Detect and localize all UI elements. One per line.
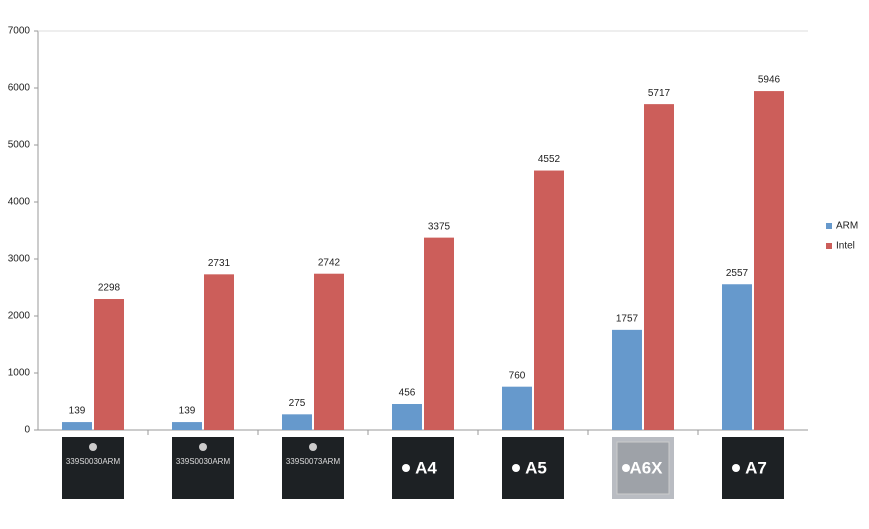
chip-logo — [309, 443, 317, 451]
value-label: 2557 — [726, 268, 749, 279]
y-tick-label: 5000 — [8, 140, 31, 151]
chip-logo — [402, 464, 410, 472]
bar — [644, 104, 674, 431]
value-label: 2731 — [208, 258, 231, 269]
bar — [534, 170, 564, 430]
chip-label-small: 339S0030ARM — [176, 457, 231, 466]
bar — [424, 237, 454, 430]
value-label: 3375 — [428, 221, 451, 232]
chip-image: A4 — [392, 437, 454, 499]
value-label: 456 — [399, 388, 416, 399]
chip-logo — [622, 464, 630, 472]
chip-logo — [512, 464, 520, 472]
chip-logo — [732, 464, 740, 472]
legend-swatch — [826, 243, 832, 249]
chip-image: A6X — [612, 437, 674, 499]
y-tick-label: 7000 — [8, 26, 31, 37]
value-label: 760 — [509, 370, 526, 381]
value-label: 1757 — [616, 313, 639, 324]
bar — [754, 91, 784, 430]
bar — [94, 299, 124, 430]
bar — [314, 273, 344, 430]
chip-logo — [199, 443, 207, 451]
bar — [172, 422, 202, 430]
chip-logo — [89, 443, 97, 451]
chip-image: 339S0073ARM — [282, 437, 344, 499]
bar — [392, 404, 422, 430]
legend-label: ARM — [836, 221, 858, 232]
bar — [502, 386, 532, 430]
y-tick-label: 4000 — [8, 197, 31, 208]
y-tick-label: 1000 — [8, 368, 31, 379]
y-tick-label: 3000 — [8, 254, 31, 265]
chip-label-small: 339S0030ARM — [66, 457, 121, 466]
bar — [282, 414, 312, 430]
bar — [612, 329, 642, 430]
value-label: 5946 — [758, 75, 781, 86]
bar — [722, 284, 752, 430]
chip-label: A6X — [629, 458, 663, 477]
value-label: 5717 — [648, 88, 671, 99]
chip-image: 339S0030ARM — [172, 437, 234, 499]
legend-swatch — [826, 223, 832, 229]
chip-label: A7 — [745, 458, 767, 477]
chip-image: A7 — [722, 437, 784, 499]
value-label: 2742 — [318, 257, 341, 268]
value-label: 2298 — [98, 283, 121, 294]
value-label: 139 — [179, 406, 196, 417]
y-tick-label: 2000 — [8, 311, 31, 322]
bar — [62, 422, 92, 430]
value-label: 139 — [69, 406, 86, 417]
chip-image: A5 — [502, 437, 564, 499]
bar — [204, 274, 234, 430]
chip-label: A5 — [525, 458, 547, 477]
y-tick-label: 6000 — [8, 83, 31, 94]
value-label: 4552 — [538, 154, 561, 165]
value-label: 275 — [289, 398, 306, 409]
legend-label: Intel — [836, 241, 855, 252]
chip-image: 339S0030ARM — [62, 437, 124, 499]
y-tick-label: 0 — [24, 425, 30, 436]
chip-label-small: 339S0073ARM — [286, 457, 341, 466]
chip-label: A4 — [415, 458, 437, 477]
